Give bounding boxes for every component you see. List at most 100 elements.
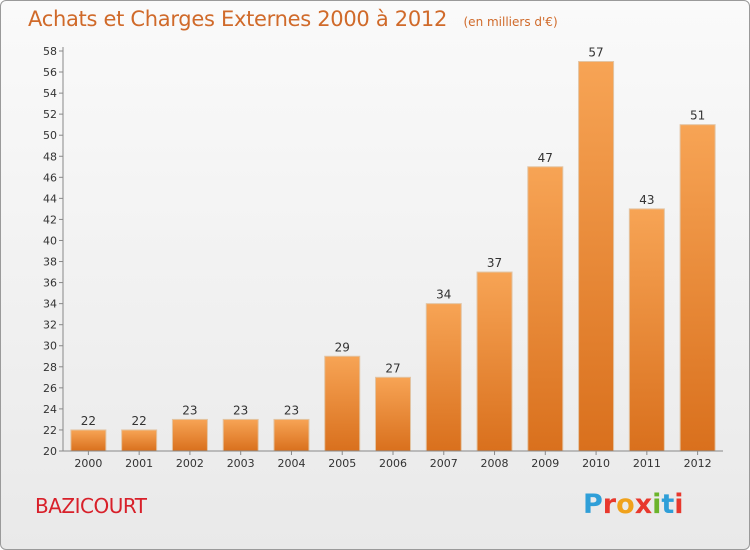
axes-layer: 20 22 24 26 28 30 32 34 36 38 40 42 44 46 48 50 52 54 56 58… [43,45,723,470]
bar [476,271,513,452]
bar-group: 57 [578,46,615,452]
bar [222,418,259,452]
chart-title: Achats et Charges Externes 2000 à 2012 [28,7,448,31]
y-tick: 28 [43,361,63,374]
bar-value-label: 23 [233,403,248,417]
bar-group: 23 [273,403,310,452]
bar [121,429,158,452]
y-tick-label: 30 [43,340,57,353]
bar-group: 22 [121,414,158,452]
bars-layer: 22 22 23 23 23 29 27 34 37 47 57 43 51 [70,46,716,452]
bar-group: 22 [70,414,107,452]
bar-group: 27 [375,361,411,452]
x-tick-label: 2001 [125,457,153,470]
bar-value-label: 29 [335,340,350,354]
x-tick: 2009 [531,451,559,470]
bar [628,208,665,452]
y-tick: 46 [43,171,63,184]
proxiti-logo: Proxiti [583,489,684,520]
bar-group: 43 [628,193,665,452]
bar [527,166,564,452]
bar [324,355,361,452]
y-tick: 44 [43,192,63,205]
y-tick-label: 44 [43,192,57,205]
bar [425,303,462,452]
x-tick-label: 2012 [684,457,712,470]
bar-value-label: 57 [588,46,603,60]
bar [171,418,208,452]
bar-value-label: 22 [132,414,147,428]
y-tick: 38 [43,256,63,269]
y-tick: 20 [43,445,63,458]
bar [679,124,716,452]
bar-group: 29 [324,340,361,452]
commune-name: BAZICOURT [35,494,147,518]
logo-letter: P [583,489,603,520]
logo-letter: i [652,489,662,520]
y-tick: 32 [43,319,63,332]
bar-value-label: 51 [690,109,705,123]
x-tick-label: 2006 [379,457,407,470]
x-tick-label: 2010 [582,457,610,470]
y-tick-label: 26 [43,382,57,395]
x-tick: 2002 [176,451,204,470]
y-tick-label: 28 [43,361,57,374]
y-tick-label: 32 [43,319,57,332]
bar-group: 23 [171,403,208,452]
bar-group: 47 [527,151,564,452]
bar-value-label: 23 [284,403,299,417]
bar-value-label: 23 [182,403,197,417]
y-tick-label: 36 [43,277,57,290]
bar [70,429,107,452]
y-tick-label: 24 [43,403,57,416]
x-tick: 2005 [328,451,356,470]
y-tick-label: 38 [43,256,57,269]
bar-group: 34 [425,288,462,452]
x-tick: 2012 [684,451,712,470]
y-tick: 34 [43,298,63,311]
bar-value-label: 22 [81,414,96,428]
y-tick: 50 [43,129,63,142]
y-tick: 58 [43,45,63,58]
logo-letter: t [661,489,675,520]
x-tick-label: 2003 [227,457,255,470]
y-tick-label: 22 [43,424,57,437]
bar [273,418,310,452]
x-tick-label: 2002 [176,457,204,470]
y-tick: 54 [43,87,63,100]
x-tick-label: 2007 [430,457,458,470]
bar-value-label: 47 [538,151,553,165]
y-tick: 56 [43,66,63,79]
y-tick: 42 [43,213,63,226]
bar-group: 37 [476,256,513,452]
x-tick-label: 2011 [633,457,661,470]
x-tick: 2011 [633,451,661,470]
y-tick: 52 [43,108,63,121]
x-tick-label: 2009 [531,457,559,470]
y-tick-label: 52 [43,108,57,121]
bar [375,376,411,452]
x-tick: 2003 [227,451,255,470]
y-tick: 22 [43,424,63,437]
y-tick-label: 56 [43,66,57,79]
chart-subtitle: (en milliers d'€) [463,15,558,29]
y-tick-label: 48 [43,150,57,163]
logo-letter: x [634,489,653,520]
title-row: Achats et Charges Externes 2000 à 2012 (… [28,7,558,31]
bar-group: 23 [222,403,259,452]
x-tick-label: 2000 [74,457,102,470]
x-tick-label: 2008 [481,457,509,470]
bar-value-label: 34 [436,288,451,302]
y-tick-label: 46 [43,171,57,184]
x-tick-label: 2005 [328,457,356,470]
x-tick: 2006 [379,451,407,470]
y-tick: 26 [43,382,63,395]
x-tick: 2004 [277,451,305,470]
y-tick-label: 50 [43,129,57,142]
y-tick: 40 [43,234,63,247]
y-tick-label: 40 [43,234,57,247]
y-tick: 48 [43,150,63,163]
bar-value-label: 27 [385,361,400,375]
